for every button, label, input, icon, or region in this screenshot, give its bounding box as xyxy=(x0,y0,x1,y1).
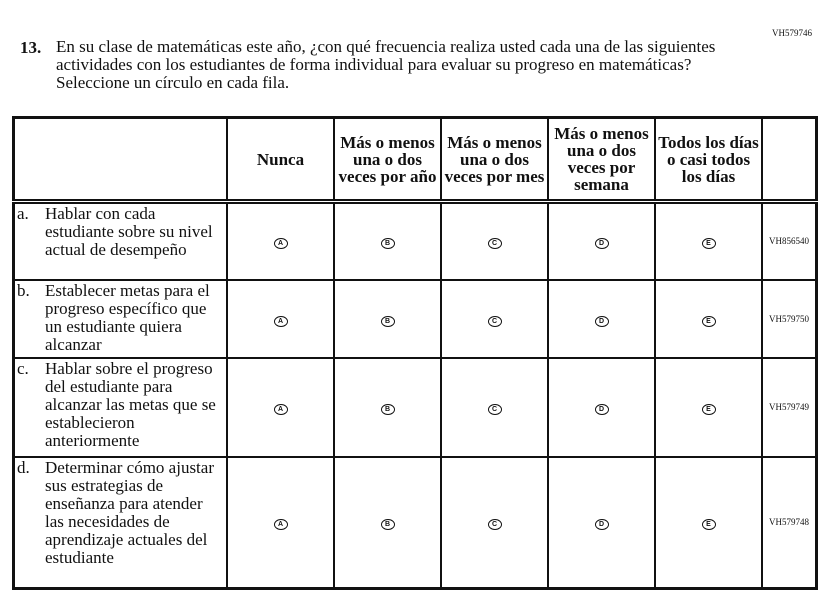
response-cell: E xyxy=(654,356,763,458)
answer-bubble-e[interactable]: E xyxy=(701,238,716,250)
response-cell: E xyxy=(654,200,763,281)
item-code: VH856540 xyxy=(761,200,818,281)
answer-bubble-b[interactable]: B xyxy=(380,404,395,415)
row-label: b. Establecer metas para el progreso espe… xyxy=(12,278,228,359)
answer-bubble-b[interactable]: B xyxy=(380,519,395,531)
table-row: c. Hablar sobre el progreso del estudiant… xyxy=(12,356,818,458)
header-col: Más o menos una o dos veces por semana xyxy=(547,116,656,203)
answer-bubble-b[interactable]: B xyxy=(380,315,395,327)
answer-bubble-e[interactable]: E xyxy=(701,315,716,327)
header-blank xyxy=(12,116,228,203)
header-code xyxy=(761,116,818,203)
table-row: a. Hablar con cada estudiante sobre su ni… xyxy=(12,200,818,281)
response-grid: Nunca Más o menos una o dos veces por añ… xyxy=(12,116,818,590)
question-code: VH579746 xyxy=(772,28,812,38)
response-cell: A xyxy=(226,455,335,590)
response-cell: B xyxy=(333,455,442,590)
response-cell: C xyxy=(440,278,549,359)
answer-bubble-d[interactable]: D xyxy=(594,519,609,531)
answer-bubble-a[interactable]: A xyxy=(273,315,288,327)
row-label: a. Hablar con cada estudiante sobre su ni… xyxy=(12,200,228,281)
answer-bubble-d[interactable]: D xyxy=(594,315,609,327)
response-cell: C xyxy=(440,200,549,281)
response-cell: C xyxy=(440,356,549,458)
row-text: Determinar cómo ajustar sus estrategias … xyxy=(45,457,214,567)
response-cell: E xyxy=(654,455,763,590)
response-cell: C xyxy=(440,455,549,590)
row-letter: a. xyxy=(17,204,29,223)
answer-bubble-a[interactable]: A xyxy=(273,519,288,531)
row-label: d. Determinar cómo ajustar sus estrategia… xyxy=(12,455,228,590)
question-number: 13. xyxy=(20,38,42,57)
response-cell: D xyxy=(547,200,656,281)
row-label: c. Hablar sobre el progreso del estudiant… xyxy=(12,356,228,458)
response-cell: B xyxy=(333,278,442,359)
answer-bubble-d[interactable]: D xyxy=(594,404,609,415)
row-letter: d. xyxy=(17,457,30,477)
answer-bubble-e[interactable]: E xyxy=(701,519,716,531)
answer-bubble-c[interactable]: C xyxy=(487,238,502,250)
response-cell: A xyxy=(226,200,335,281)
answer-bubble-a[interactable]: A xyxy=(273,238,288,250)
answer-bubble-e[interactable]: E xyxy=(701,404,716,415)
row-text: Hablar con cada estudiante sobre su nive… xyxy=(45,204,213,259)
response-cell: D xyxy=(547,455,656,590)
row-letter: c. xyxy=(17,358,29,378)
item-code: VH579749 xyxy=(761,356,818,458)
response-cell: A xyxy=(226,356,335,458)
item-code: VH579750 xyxy=(761,278,818,359)
row-text: Hablar sobre el progreso del estudiante … xyxy=(45,358,216,450)
header-col: Más o menos una o dos veces por año xyxy=(333,116,442,203)
item-code: VH579748 xyxy=(761,455,818,590)
response-cell: B xyxy=(333,200,442,281)
response-cell: B xyxy=(333,356,442,458)
response-cell: A xyxy=(226,278,335,359)
header-col: Todos los días o casi todos los días xyxy=(654,116,763,203)
response-cell: D xyxy=(547,278,656,359)
answer-bubble-d[interactable]: D xyxy=(594,238,609,250)
header-col: Más o menos una o dos veces por mes xyxy=(440,116,549,203)
answer-bubble-b[interactable]: B xyxy=(380,238,395,250)
response-cell: D xyxy=(547,356,656,458)
answer-bubble-c[interactable]: C xyxy=(487,315,502,327)
header-col: Nunca xyxy=(226,116,335,203)
answer-bubble-c[interactable]: C xyxy=(487,404,502,415)
response-cell: E xyxy=(654,278,763,359)
table-row: b. Establecer metas para el progreso espe… xyxy=(12,278,818,359)
question-text: En su clase de matemáticas este año, ¿co… xyxy=(56,37,716,92)
answer-bubble-c[interactable]: C xyxy=(487,519,502,531)
row-letter: b. xyxy=(17,280,30,300)
answer-bubble-a[interactable]: A xyxy=(273,404,288,415)
table-row: d. Determinar cómo ajustar sus estrategia… xyxy=(12,455,818,590)
row-text: Establecer metas para el progreso especí… xyxy=(45,280,210,354)
